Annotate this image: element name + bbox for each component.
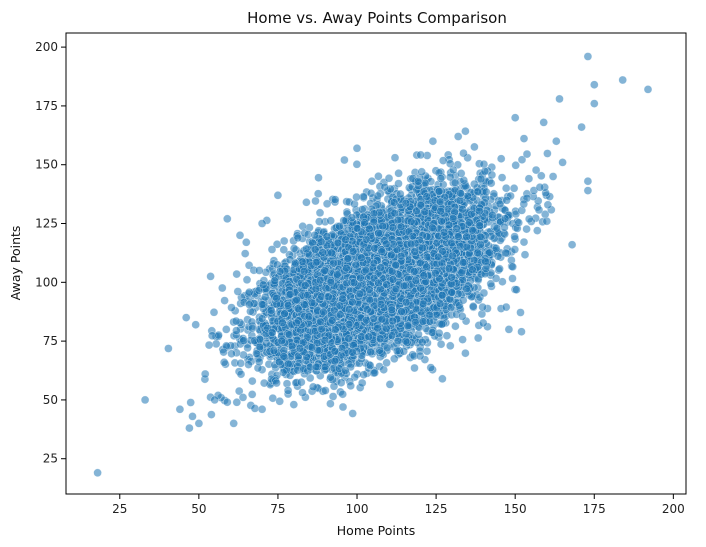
data-point [220,296,229,305]
data-point [385,380,395,389]
data-point [394,169,403,178]
data-point [382,358,391,368]
data-point [272,240,282,249]
data-point [218,283,227,293]
data-point [236,369,246,379]
data-point [501,183,511,193]
data-point [222,325,231,334]
data-point [242,275,252,285]
data-point [297,377,306,387]
points-layer [93,52,653,478]
data-point [531,165,541,175]
data-point [461,348,470,358]
data-point [283,386,293,395]
data-point [479,159,489,169]
data-point [247,390,257,399]
data-point [458,335,467,344]
data-point [248,376,257,386]
data-point [164,344,173,353]
data-point [478,318,488,328]
data-point [279,236,289,246]
data-point [451,321,460,331]
data-point [315,208,325,218]
chart-title: Home vs. Away Points Comparison [247,9,507,27]
data-point [244,360,253,369]
data-point [250,404,260,413]
data-point [279,245,289,254]
data-point [326,216,335,225]
data-point [348,409,357,418]
data-point [520,250,530,259]
data-point [308,382,318,392]
data-point [524,174,534,183]
data-point [486,178,496,188]
data-point [524,214,534,224]
data-point [394,179,403,188]
data-point [211,339,221,349]
data-point [470,142,479,152]
data-point [207,331,217,340]
data-point [461,126,470,136]
data-point [442,331,452,340]
data-point [243,343,252,353]
data-point [366,347,375,357]
data-point [519,237,529,247]
data-point [206,272,215,281]
data-point [315,217,324,226]
data-point [446,341,455,351]
data-point [508,262,517,272]
data-point [207,410,216,419]
data-point [510,245,520,254]
data-point [491,244,501,253]
data-point [410,363,419,373]
data-point [186,398,195,407]
data-point [367,176,377,186]
data-point [234,386,244,396]
